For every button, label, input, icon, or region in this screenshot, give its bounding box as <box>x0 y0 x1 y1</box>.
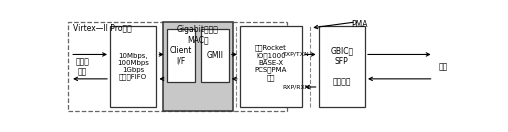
Bar <box>110 26 156 107</box>
Text: 使用Rocket
IO的1000
BASE-X
PCS和PMA
子层: 使用Rocket IO的1000 BASE-X PCS和PMA 子层 <box>255 44 287 81</box>
Bar <box>68 22 287 111</box>
Bar <box>163 22 233 111</box>
Text: 交换或
布线: 交换或 布线 <box>76 57 89 76</box>
Text: GBIC或
SFP

光收发器: GBIC或 SFP 光收发器 <box>330 47 354 87</box>
Text: 光纤: 光纤 <box>439 62 448 71</box>
Text: RXP/RXN: RXP/RXN <box>282 84 309 89</box>
Text: GMII: GMII <box>206 51 223 60</box>
Text: Virtex—II Pro器件: Virtex—II Pro器件 <box>73 23 132 32</box>
Text: TXP/TXN: TXP/TXN <box>283 52 309 57</box>
Text: Gigabit以太网
MAC核: Gigabit以太网 MAC核 <box>177 25 218 44</box>
Text: Client
I/F: Client I/F <box>170 46 192 65</box>
Bar <box>240 26 302 107</box>
Bar <box>319 26 365 107</box>
Text: 10Mbps,
100Mbps
1Gbps
以太网FIFO: 10Mbps, 100Mbps 1Gbps 以太网FIFO <box>117 53 149 81</box>
Text: PMA: PMA <box>352 20 368 29</box>
Bar <box>201 29 229 82</box>
Bar <box>167 29 195 82</box>
